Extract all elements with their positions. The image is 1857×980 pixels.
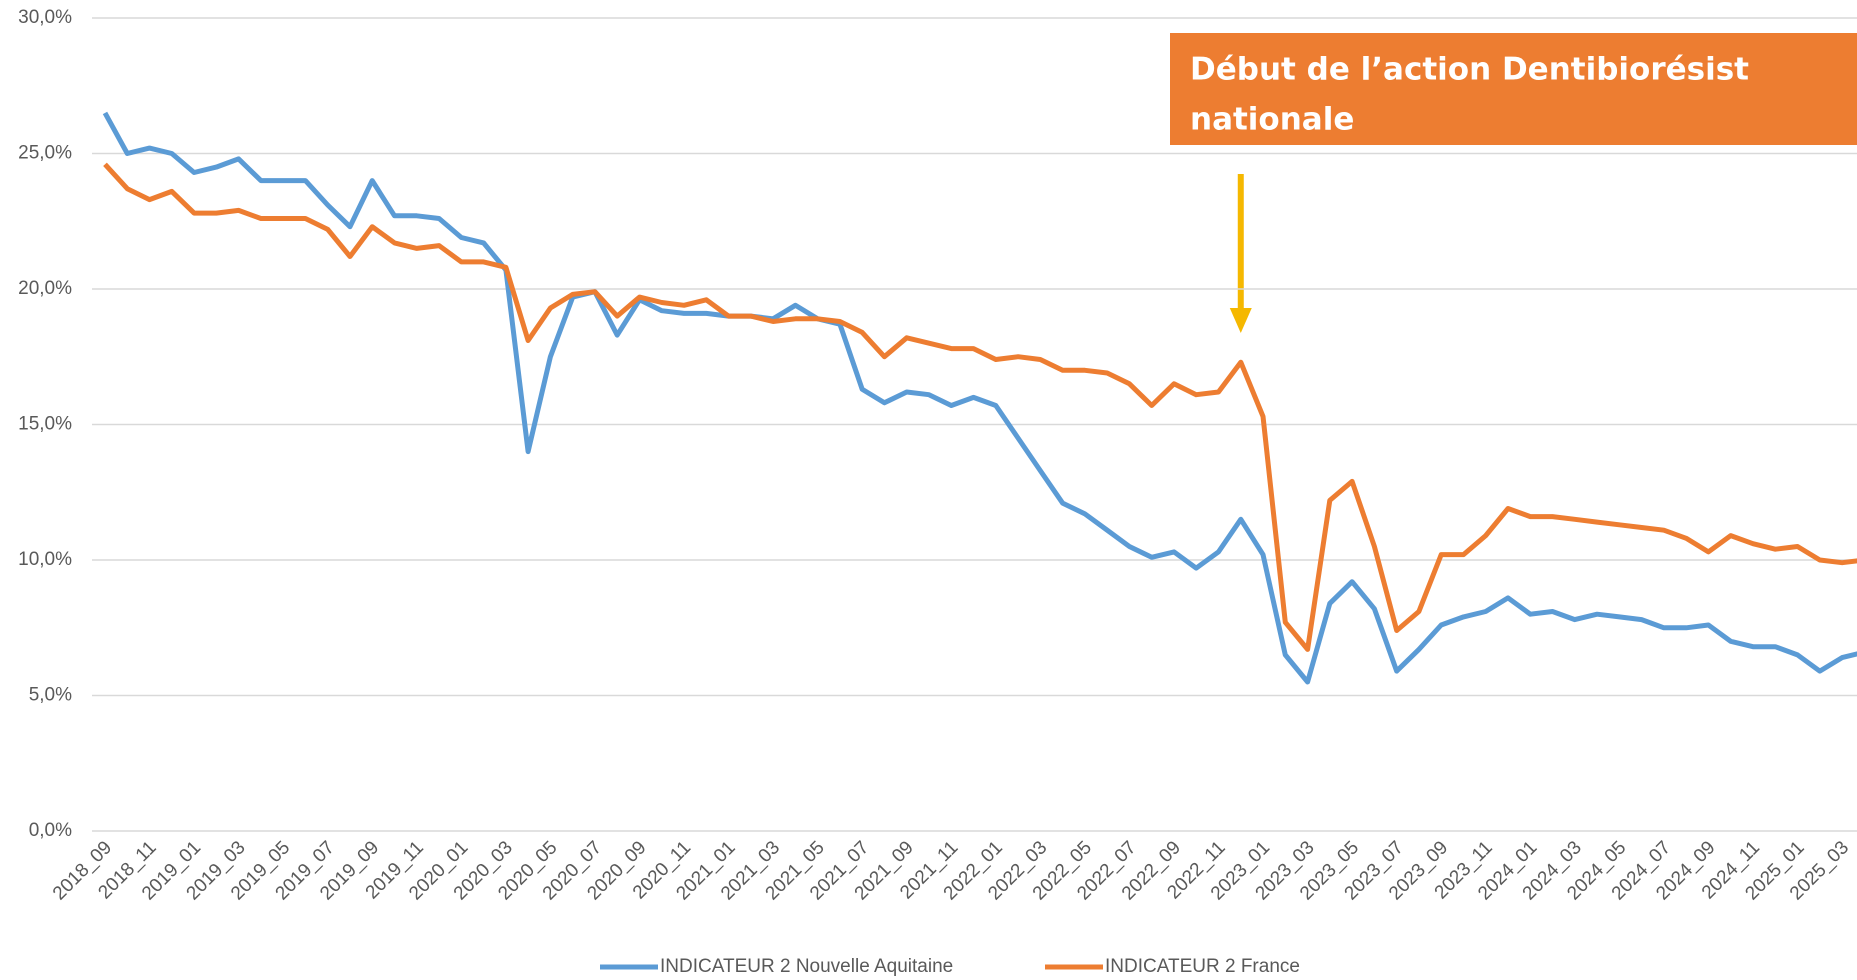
y-tick-label: 10,0% (18, 549, 72, 570)
y-tick-label: 20,0% (18, 278, 72, 299)
series-line (103, 162, 1857, 652)
series-line (102, 111, 1857, 685)
legend-label: INDICATEUR 2 France (1105, 956, 1300, 977)
annotation-line: Début de l’action Dentibiorésist (1190, 52, 1749, 88)
arrow-head (1229, 308, 1252, 333)
y-tick-label: 5,0% (29, 685, 72, 706)
y-tick-label: 25,0% (18, 143, 72, 164)
annotation-line: nationale (1190, 102, 1354, 138)
y-tick-label: 0,0% (29, 820, 72, 841)
annotation-box (1170, 33, 1857, 145)
legend-label: INDICATEUR 2 Nouvelle Aquitaine (660, 956, 953, 977)
y-tick-label: 30,0% (18, 7, 72, 28)
annotation-arrow (1229, 174, 1252, 333)
y-tick-label: 15,0% (18, 414, 72, 435)
